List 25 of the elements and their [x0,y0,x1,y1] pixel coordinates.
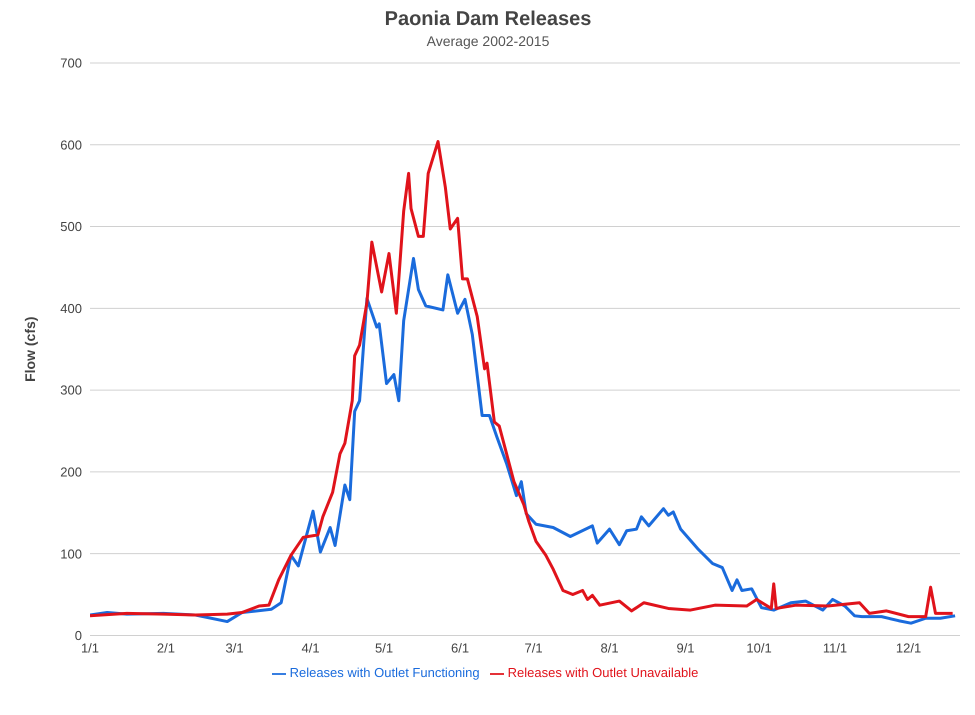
y-tick-label: 400 [60,300,82,316]
x-tick-label: 10/1 [746,640,772,656]
chart-subtitle: Average 2002-2015 [426,33,550,49]
y-tick-label: 600 [60,137,82,152]
y-tick-label: 100 [60,546,82,562]
x-tick-label: 3/1 [226,640,244,656]
x-tick-label: 11/1 [822,640,848,656]
y-tick-label: 500 [60,219,82,234]
chart-title: Paonia Dam Releases [384,8,592,31]
x-tick-label: 5/1 [375,640,394,656]
x-tick-label: 4/1 [302,640,320,656]
y-tick-label: 200 [60,464,82,480]
x-tick-label: 6/1 [451,640,470,656]
x-tick-label: 9/1 [676,640,695,656]
legend-label: Releases with Outlet Functioning [290,665,480,680]
x-tick-label: 1/1 [80,640,100,656]
y-tick-label: 300 [60,382,82,398]
y-tick-label: 700 [60,56,82,71]
y-axis-title: Flow (cfs) [22,316,38,382]
legend-label: Releases with Outlet Unavailable [508,665,698,680]
x-tick-label: 8/1 [600,640,619,656]
x-tick-label: 2/1 [156,640,176,656]
x-tick-label: 12/1 [896,640,922,656]
y-tick-label: 0 [74,628,82,644]
x-tick-label: 7/1 [524,640,543,656]
